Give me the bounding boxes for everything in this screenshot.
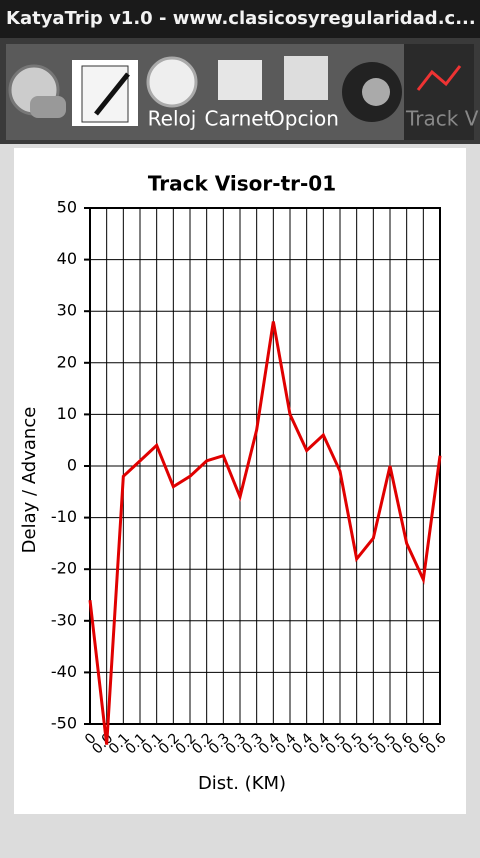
y-tick-label: 0	[67, 456, 77, 475]
tab-notes[interactable]	[72, 60, 138, 126]
y-tick-label: -50	[51, 714, 77, 733]
y-tick-label: -20	[51, 559, 77, 578]
icon	[30, 96, 66, 118]
y-tick-label: -40	[51, 662, 77, 681]
app-title: KatyaTrip v1.0 - www.clasicosyregularida…	[6, 8, 476, 29]
y-tick-label: -30	[51, 610, 77, 629]
y-tick-label: -10	[51, 507, 77, 526]
icon	[362, 78, 390, 106]
tab-opcion[interactable]: Opcion	[269, 56, 339, 131]
chart-title: Track Visor-tr-01	[148, 172, 336, 196]
tab-track[interactable]: Track V	[404, 44, 479, 140]
y-tick-label: 30	[57, 301, 77, 320]
tab-timer[interactable]	[8, 64, 66, 118]
tab-reloj[interactable]: Reloj	[146, 56, 198, 131]
y-tick-label: 20	[57, 352, 77, 371]
tab-label: Track V	[405, 107, 479, 131]
series-line	[88, 321, 442, 745]
icon	[416, 65, 462, 91]
y-axis-label: Delay / Advance	[19, 407, 40, 554]
icon	[218, 60, 262, 100]
tab-wheel[interactable]	[342, 62, 402, 122]
tab-carnet[interactable]: Carnet	[205, 60, 272, 131]
icon	[94, 72, 130, 116]
x-axis-label: Dist. (KM)	[198, 773, 286, 794]
title-bar	[0, 0, 480, 38]
tab-label: Carnet	[205, 107, 272, 131]
y-tick-label: 40	[57, 249, 77, 268]
tab-label: Reloj	[148, 107, 197, 131]
tab-active	[404, 44, 474, 140]
tab-label: Opcion	[269, 107, 339, 131]
icon	[146, 56, 198, 108]
y-tick-label: 10	[57, 404, 77, 423]
icon	[81, 65, 129, 123]
y-tick-label: 50	[57, 198, 77, 217]
icon	[284, 56, 328, 100]
